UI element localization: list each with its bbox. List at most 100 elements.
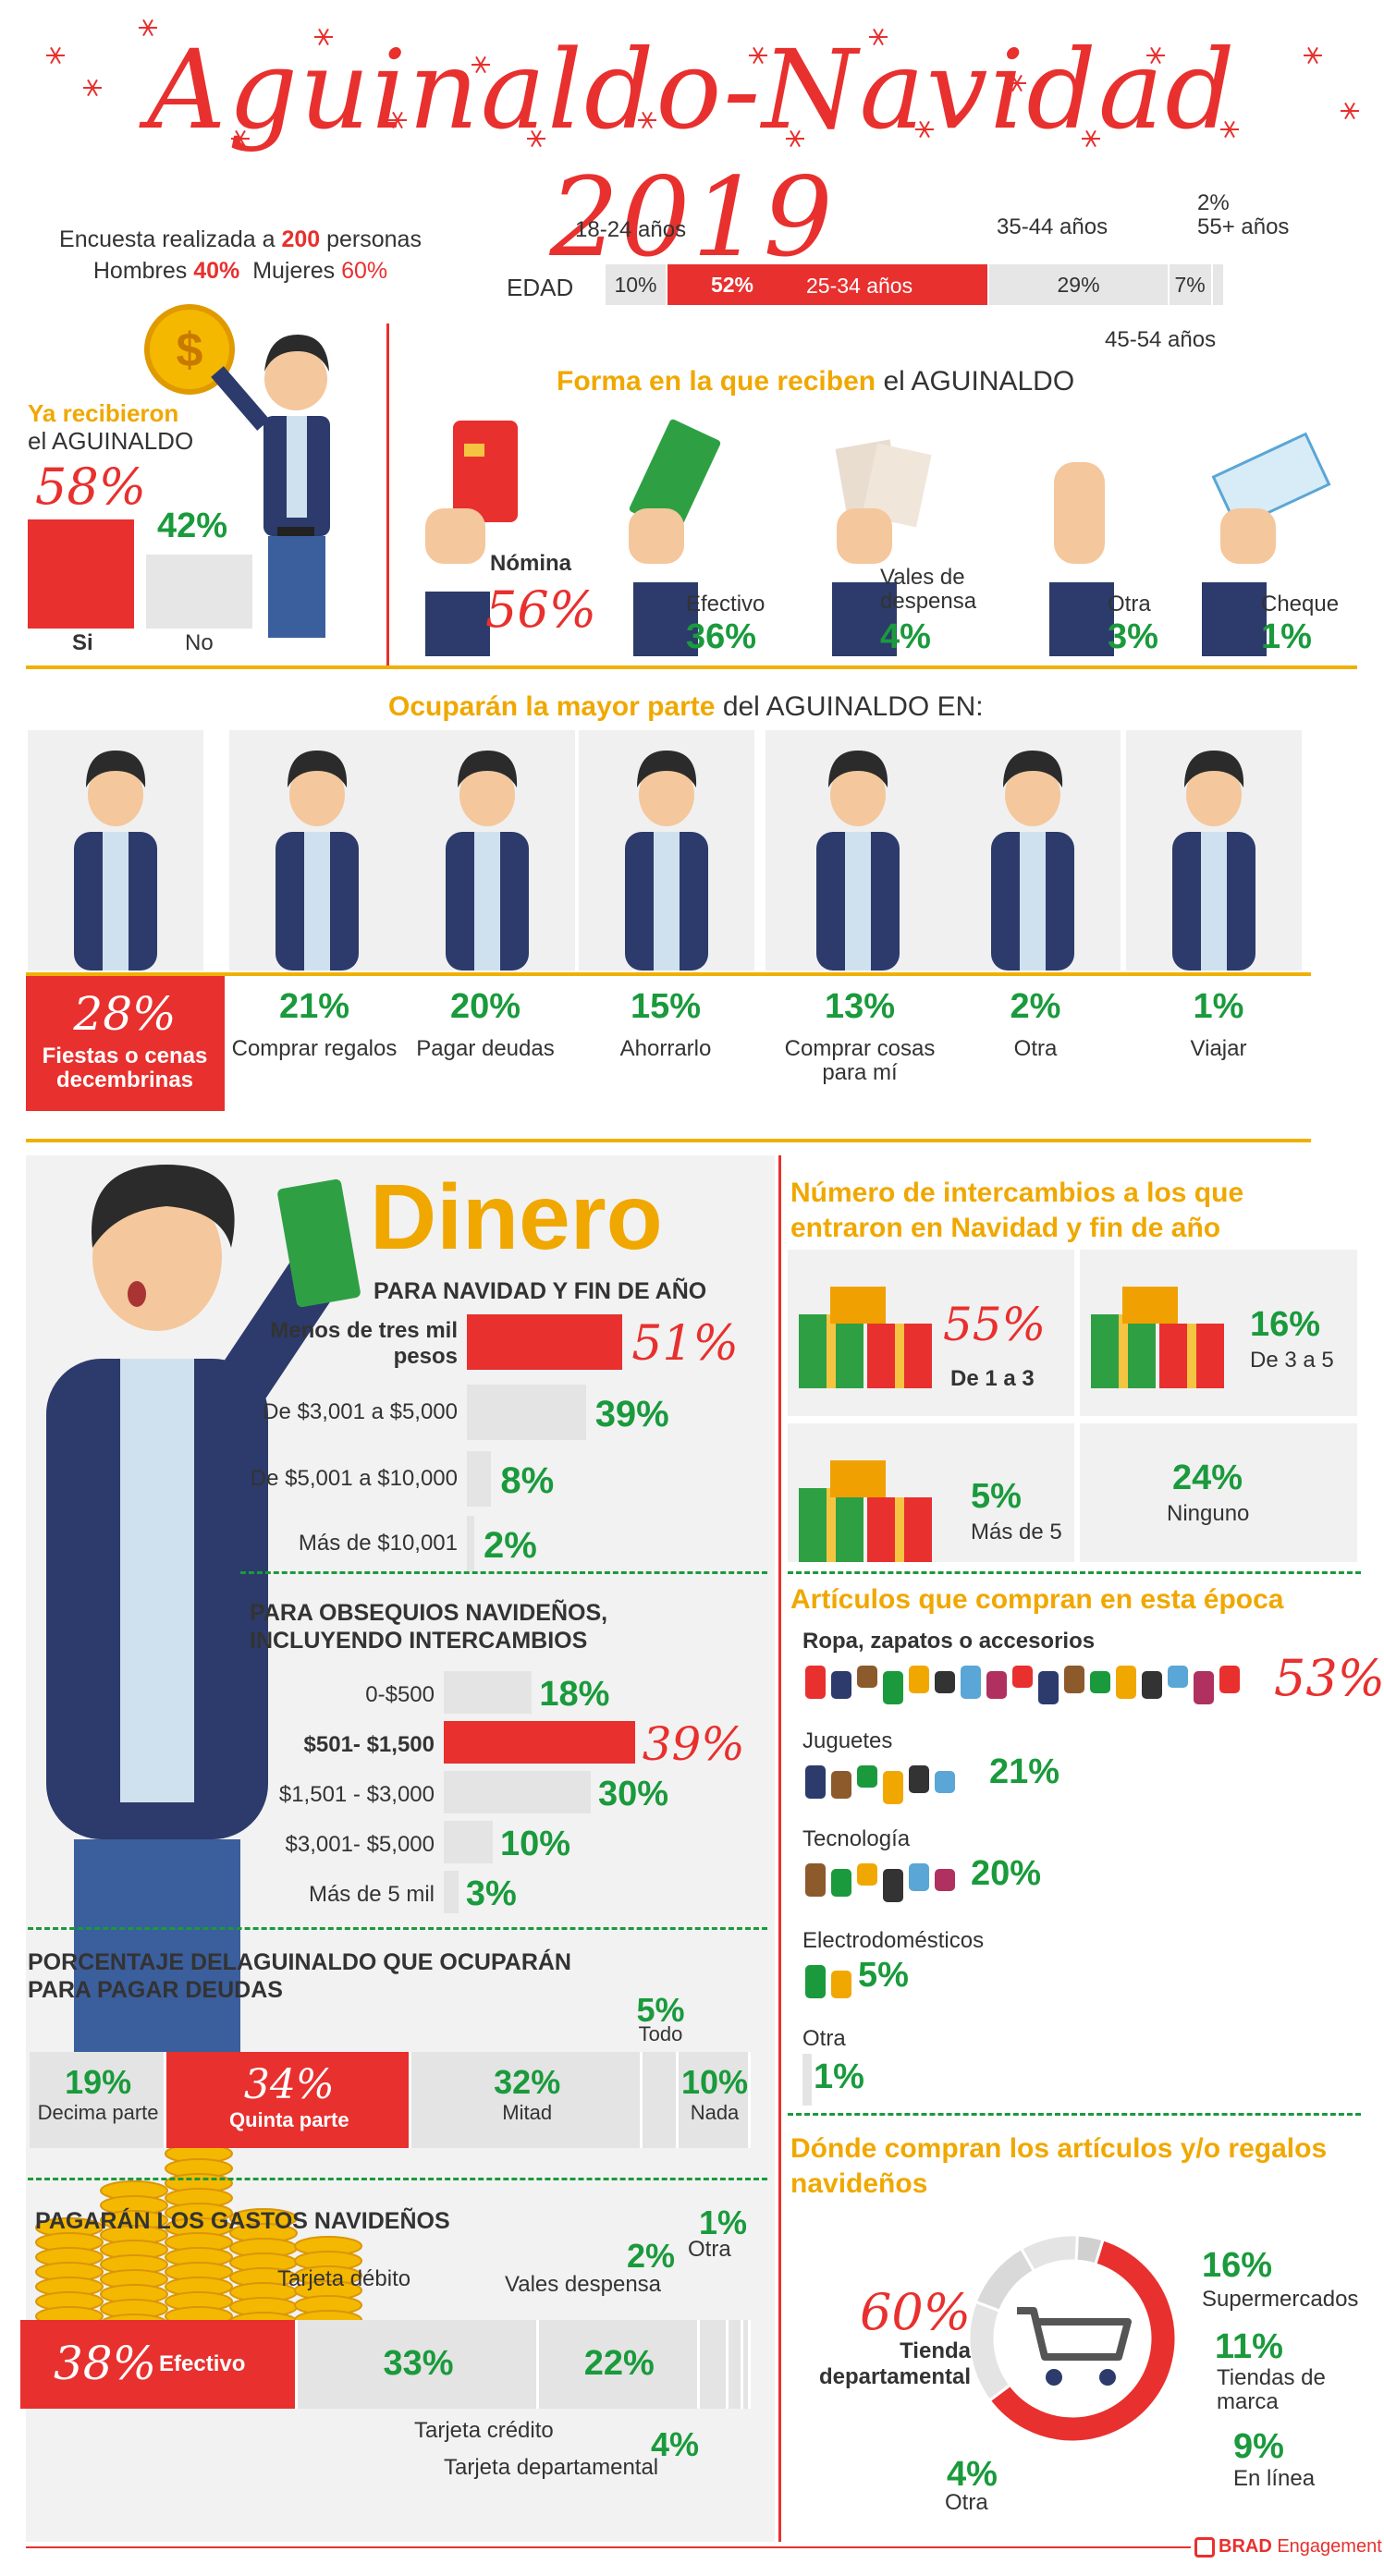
product-icon: [805, 1965, 826, 1998]
obsequios-row-pct: 18%: [539, 1675, 610, 1714]
edad-segment-pct: 10%: [614, 273, 657, 297]
articulos-title: Artículos que compran en esta época: [790, 1584, 1284, 1615]
gift-icon: [1091, 1287, 1224, 1388]
ocuparan-pct: 21%: [278, 987, 350, 1026]
deudas-segment-label: Mitad: [502, 2101, 553, 2124]
deudas-segment: [30, 2052, 167, 2148]
ocuparan-figure: [399, 730, 575, 971]
edad-25-34-label: 25-34 años: [806, 274, 913, 298]
ocuparan-pct: 15%: [630, 987, 702, 1026]
articulos-divider: [788, 2113, 1361, 2116]
gastos-segment: [743, 2320, 751, 2409]
gift-icon: [799, 1460, 932, 1562]
snowflake-icon: [314, 28, 333, 46]
product-icon: [961, 1666, 981, 1699]
gastos-segment-pct: 4%: [651, 2425, 700, 2463]
ocuparan-label: Pagar deudas: [416, 1036, 555, 1061]
articulo-pct: 5%: [858, 1956, 909, 1995]
intercambio-pct: 16%: [1250, 1305, 1321, 1344]
gastos-segment: [699, 2320, 729, 2409]
snowflake-icon: [786, 129, 804, 148]
product-icon: [857, 1765, 877, 1788]
dinero-row-bar: [467, 1385, 586, 1440]
snowflake-icon: [1304, 46, 1322, 65]
intercambio-label: De 1 a 3: [950, 1366, 1035, 1391]
edad-segment-pct: 7%: [1174, 273, 1206, 297]
edad-bar: 10% 52% 25-34 años 29% 7%: [606, 264, 1225, 305]
recibieron-no-pct: 42%: [157, 507, 228, 545]
gastos-segment: [20, 2320, 299, 2409]
person-icon: [74, 751, 157, 971]
intercambios-divider: [788, 1571, 1361, 1574]
edad-segment-pct: 52%: [710, 273, 754, 297]
donde-label: Otra: [945, 2490, 988, 2515]
articulo-label: Ropa, zapatos o accesorios: [802, 1629, 1096, 1654]
snowflake-icon: [1082, 129, 1100, 148]
product-icon: [857, 1863, 877, 1886]
edad-segment: 10%: [606, 264, 668, 305]
product-icon: [1064, 1666, 1084, 1693]
snowflake-icon: [83, 79, 102, 97]
forma-vales-pct: 4%: [880, 617, 931, 656]
right-divider-vertical: [778, 1155, 781, 2542]
product-icon: [1012, 1666, 1033, 1688]
product-icon: [883, 1671, 903, 1704]
ocuparan-label: Comprar cosas para mí: [784, 1036, 936, 1085]
product-icon: [1090, 1671, 1110, 1693]
dinero-row-label: De $5,001 a $10,000: [250, 1466, 458, 1491]
ocuparan-figure: [1126, 730, 1302, 971]
obsequios-row-pct: 39%: [642, 1717, 745, 1771]
intercambio-box: [1080, 1423, 1357, 1562]
donde-pct: 9%: [1233, 2427, 1284, 2466]
donde-title: Dónde compran los artículos y/o regalos …: [790, 2133, 1328, 2199]
intercambio-label: Ninguno: [1167, 1501, 1250, 1526]
ocuparan-label: Viajar: [1190, 1036, 1247, 1061]
svg-text:$: $: [177, 324, 203, 377]
ocuparan-figure: [765, 730, 950, 971]
person-icon: [446, 751, 529, 971]
articulo-label: Electrodomésticos: [802, 1928, 985, 1953]
deudas-segment-pct: 19%: [65, 2063, 132, 2101]
dinero-row-pct: 51%: [631, 1316, 739, 1372]
snowflake-icon: [1146, 46, 1165, 65]
product-icon: [883, 1771, 903, 1804]
recibieron-si-label: Si: [72, 630, 93, 655]
product-icon: [909, 1666, 929, 1693]
gastos-segment: [538, 2320, 700, 2409]
gastos-segment-label: Otra: [688, 2237, 731, 2262]
ocuparan-baseline: [26, 972, 1311, 976]
gastos-segment-pct: 22%: [583, 2344, 655, 2383]
ocuparan-label: Otra: [1013, 1036, 1058, 1061]
gift-icon: [799, 1287, 932, 1388]
obsequios-row-pct: 3%: [465, 1874, 517, 1913]
obsequios-row-label: Más de 5 mil: [308, 1882, 435, 1907]
obsequios-row-bar: [444, 1821, 493, 1863]
dinero-row-bar: [467, 1451, 492, 1507]
edad-segment: 29%: [989, 264, 1170, 305]
section-divider: [26, 665, 1357, 669]
deudas-segment: [643, 2052, 679, 2148]
brand-logo: BRAD Engagement: [1194, 2536, 1382, 2558]
person-icon: [625, 751, 708, 971]
edad-35-44-label: 35-44 años: [997, 214, 1108, 239]
product-icon: [831, 1869, 851, 1897]
obsequios-row-bar: [444, 1671, 533, 1714]
intercambio-pct: 24%: [1172, 1459, 1243, 1497]
snowflake-icon: [472, 55, 490, 74]
dinero-title: Dinero: [370, 1166, 663, 1269]
deudas-segment-label: Quinta parte: [228, 2108, 349, 2131]
product-icon: [986, 1671, 1007, 1699]
product-icon: [805, 1666, 826, 1699]
edad-18-24-label: 18-24 años: [575, 217, 687, 242]
donut-slice: [1074, 2233, 1105, 2266]
deudas-segment-pct: 10%: [680, 2063, 749, 2101]
articulo-pct: 1%: [814, 2057, 864, 2096]
product-icon: [935, 1869, 955, 1891]
product-icon: [805, 1765, 826, 1799]
articulo-label: Tecnología: [802, 1826, 911, 1851]
donde-label: Tiendas de marca: [1217, 2365, 1326, 2414]
donde-pct: 4%: [947, 2455, 998, 2494]
forma-cheque-label: Cheque: [1261, 592, 1340, 617]
product-icon: [935, 1671, 955, 1693]
obsequios-row-label: $3,001- $5,000: [285, 1832, 435, 1857]
